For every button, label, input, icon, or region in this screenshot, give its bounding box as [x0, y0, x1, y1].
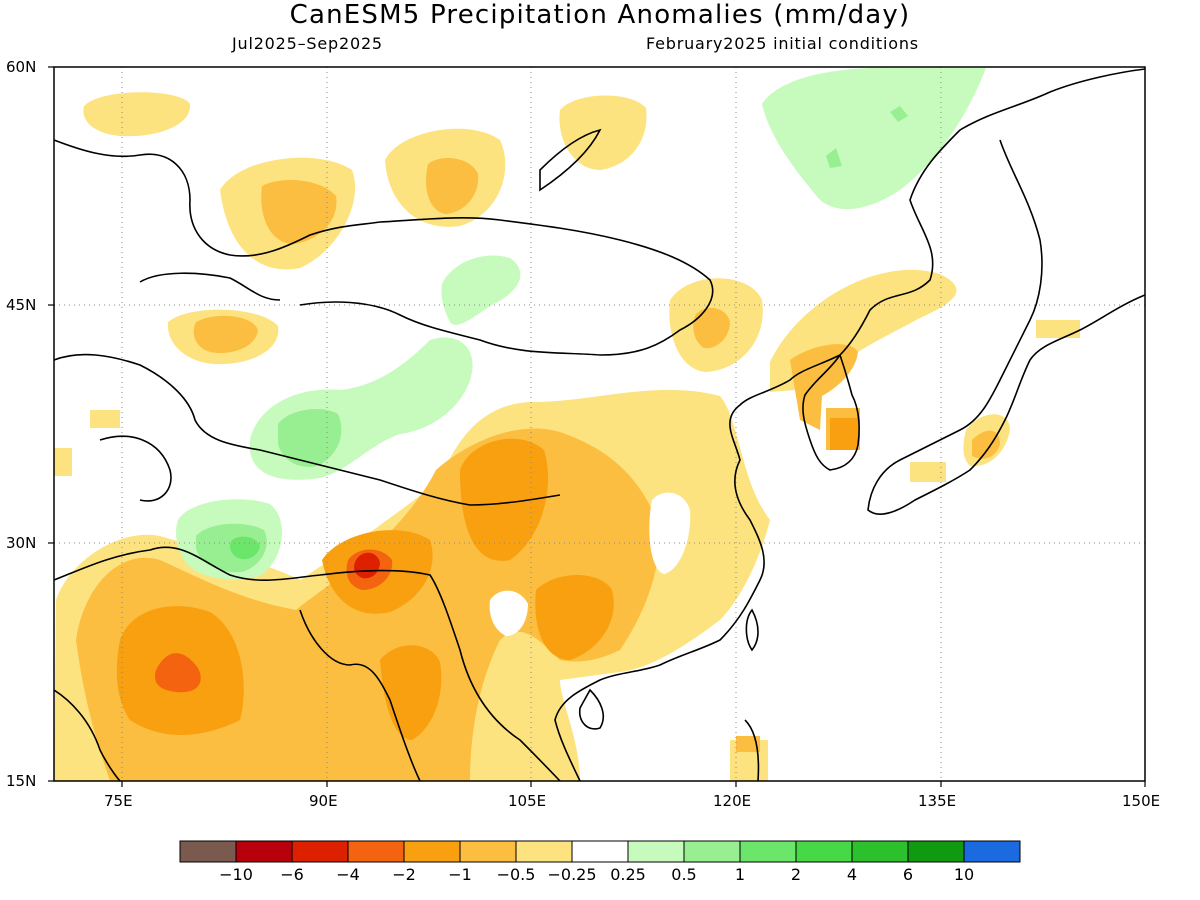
anomaly-fields	[54, 67, 1080, 781]
color-bar-label: 10	[953, 865, 975, 884]
color-bar-swatch	[459, 840, 517, 863]
color-bar-swatch	[347, 840, 405, 863]
color-bar-swatch	[627, 840, 685, 863]
color-bar-swatch	[963, 840, 1021, 863]
lat-label-60n: 60N	[6, 58, 37, 76]
color-bar-swatch	[739, 840, 797, 863]
map-frame	[53, 66, 1146, 782]
color-bar-swatch	[291, 840, 349, 863]
axis-ticks	[48, 66, 1146, 787]
color-bar-label: −4	[336, 865, 360, 884]
color-bar-label: −10	[219, 865, 253, 884]
color-bar-swatch	[403, 840, 461, 863]
map-title: CanESM5 Precipitation Anomalies (mm/day)	[289, 0, 911, 30]
color-bar-swatch	[907, 840, 965, 863]
color-bar-label: 6	[902, 865, 914, 884]
anomaly-medium-green	[230, 536, 260, 560]
color-bar-label: 0.25	[610, 865, 646, 884]
lon-label-135e: 135E	[918, 792, 957, 810]
color-bar-label: −0.5	[496, 865, 536, 884]
anomaly-orange	[116, 418, 858, 740]
forecast-period: Jul2025–Sep2025	[232, 34, 383, 53]
color-bar-label: 4	[846, 865, 858, 884]
color-bar-label: −0.25	[547, 865, 597, 884]
lon-label-90e: 90E	[309, 792, 338, 810]
anomaly-green	[196, 106, 908, 573]
lon-label-150e: 150E	[1122, 792, 1161, 810]
color-bar-label: −1	[448, 865, 472, 884]
graticule	[54, 67, 1145, 781]
color-bar-swatch	[179, 840, 237, 863]
color-bar-swatch	[235, 840, 293, 863]
color-bar-swatch	[683, 840, 741, 863]
lat-label-45n: 45N	[6, 296, 37, 314]
color-bar-label: 2	[790, 865, 802, 884]
lat-label-15n: 15N	[6, 772, 37, 790]
lon-label-120e: 120E	[713, 792, 752, 810]
color-bar-swatch	[851, 840, 909, 863]
color-bar-label: −2	[392, 865, 416, 884]
lon-label-75e: 75E	[104, 792, 133, 810]
color-bar-label: 0.5	[671, 865, 697, 884]
color-bar-swatch	[571, 840, 629, 863]
neutral-patches	[489, 492, 691, 636]
initial-conditions: February2025 initial conditions	[646, 34, 919, 53]
coastlines	[54, 68, 1145, 781]
lat-label-30n: 30N	[6, 534, 37, 552]
lon-label-105e: 105E	[508, 792, 547, 810]
color-bar-swatch	[795, 840, 853, 863]
color-bar-label: 1	[734, 865, 746, 884]
color-bar-swatch	[515, 840, 573, 863]
color-bar-label: −6	[280, 865, 304, 884]
